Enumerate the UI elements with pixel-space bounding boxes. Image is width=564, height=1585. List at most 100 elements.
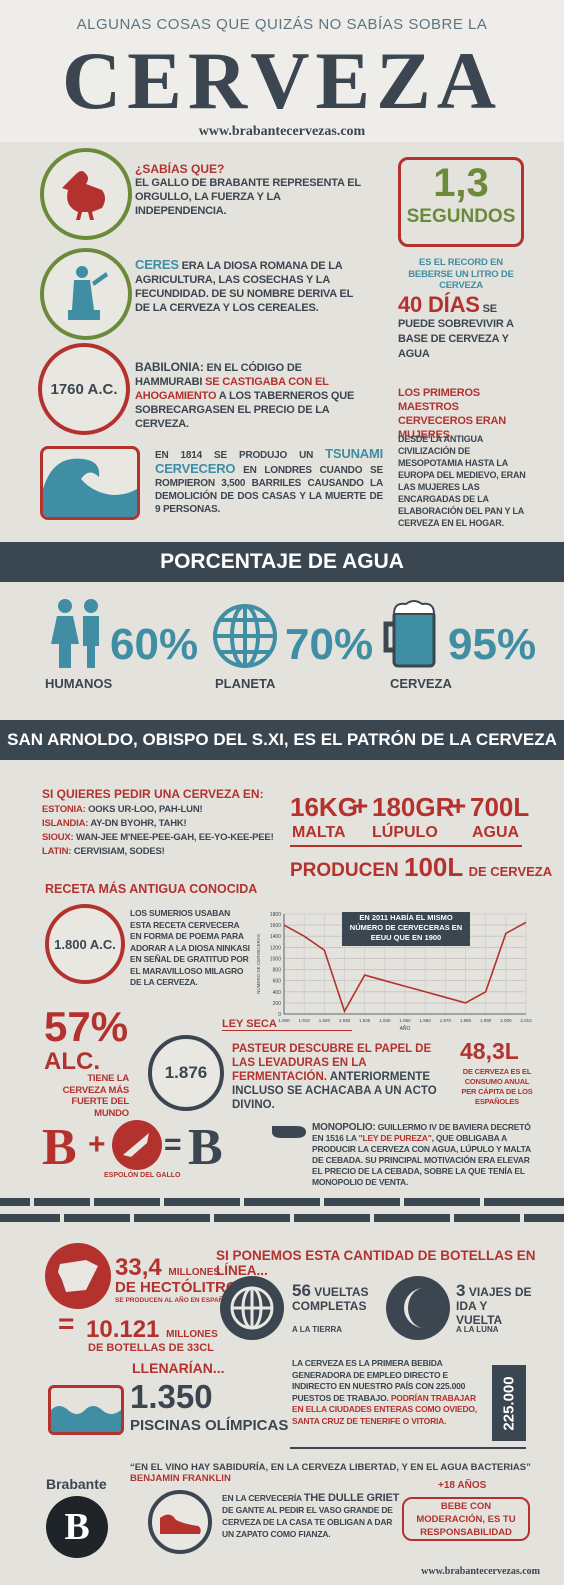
water-label: HUMANOS (45, 676, 113, 691)
x-axis-label: AÑO (400, 1025, 411, 1032)
y-tick-label: 1600 (270, 923, 281, 929)
fact-text: ERA LA DIOSA ROMANA DE LA AGRICULTURA, L… (135, 260, 353, 314)
fact-text: EN 1814 SE PRODUJO UN (155, 450, 314, 461)
moon-sub: A LA LUNA (456, 1325, 499, 1334)
monopoly-highlight: "LEY DE PUREZA" (358, 1133, 432, 1143)
logo: B (46, 1496, 108, 1558)
url: www.brabantecervezas.com (198, 124, 366, 139)
order-phrase: WAN-JEE M'NEE-PEE-GAH, EE-YO-KEE-PEE! (75, 832, 274, 843)
wave-icon (40, 446, 140, 520)
spain-equals: = (58, 1308, 75, 1339)
record-number: 1,3 (433, 161, 489, 205)
order-phrase: AY-DN BYOHR, TAHK! (90, 818, 187, 829)
brand: Brabante (46, 1476, 107, 1492)
monopoly-rest: , QUE OBLIGABA A PRODUCIR LA CERVEZA CON… (312, 1133, 531, 1187)
griet-rest: DE GANTE AL PEDIR EL VASO GRANDE DE CERV… (222, 1505, 393, 1539)
water-label: PLANETA (215, 676, 276, 691)
fact-2: CERES ERA LA DIOSA ROMANA DE LA AGRICULT… (135, 258, 370, 315)
jobs-badge: 225.000 (492, 1365, 526, 1441)
fact-text: EN EL CÓDIGO DE HAMMURABI (135, 362, 302, 388)
oldest-text: LOS SUMERIOS USABAN ESTA RECETA CERVECER… (130, 908, 250, 987)
strongest-value: 57% (44, 1003, 129, 1050)
quote-text: “EN EL VINO HAY SABIDURÍA, EN LA CERVEZA… (130, 1462, 531, 1473)
equation-plus: + (88, 1128, 106, 1161)
recipe-operator: + (352, 790, 369, 821)
logo-text: B (64, 1506, 90, 1548)
line (283, 921, 527, 1014)
order-lang: ESTONIA: (42, 804, 86, 815)
water-value: 70% (285, 620, 374, 669)
days-number: 40 DÍAS (398, 292, 480, 317)
strongest-unit: ALC. (44, 1048, 100, 1075)
spain-sub: SE PRODUCEN AL AÑO EN ESPAÑA (115, 1297, 229, 1304)
moon-icon (386, 1276, 450, 1340)
x-tick-label: 2.010 (520, 1018, 532, 1023)
badge: 1760 A.C. (38, 343, 130, 435)
moon: 3 VIAJES DE IDA Y VUELTA (456, 1282, 536, 1327)
monopoly-lead: MONOPOLIO: (312, 1122, 376, 1133)
badge: 1.800 A.C. (45, 904, 125, 984)
hand-icon (272, 1126, 306, 1138)
x-tick-label: 1.910 (299, 1018, 311, 1023)
order-phrase: CERVISIAM, SODES! (73, 846, 165, 857)
equation-caption: ESPOLÓN DEL GALLO (104, 1172, 181, 1179)
fact-highlight: CERES (135, 257, 179, 272)
pools-value: 1.350 (130, 1378, 213, 1415)
fact-rest: EN LONDRES CUANDO SE ROMPIERON 3,500 BAR… (155, 465, 383, 515)
chart: 0 200 400 600 800 1000 1200 1400 1600 1800 1.900 1.… (255, 912, 532, 1032)
x-tick-label: 1.960 (420, 1018, 432, 1023)
badge-text: 1760 A.C. (50, 380, 118, 398)
recipe-result: PRODUCEN 100L DE CERVEZA (290, 852, 552, 883)
record-box: 1,3 SEGUNDOS (398, 157, 524, 247)
fact-3: BABILONIA: EN EL CÓDIGO DE HAMMURABI SE … (135, 360, 370, 431)
title: CERVEZA (61, 35, 503, 126)
earth-sub: A LA TIERRA (292, 1325, 343, 1334)
recipe-tail: DE CERVEZA (468, 864, 553, 879)
equation-equals: = (164, 1128, 182, 1161)
y-tick-label: 1800 (270, 912, 281, 918)
recipe-name: LÚPULO (372, 824, 438, 841)
banner: SAN ARNOLDO, OBISPO DEL S.XI, ES EL PATR… (0, 720, 564, 760)
bottles-unit: MILLONES (166, 1329, 218, 1340)
pasteur-highlight: PASTEUR DESCUBRE EL PAPEL DE LAS LEVADUR… (232, 1043, 432, 1083)
shoe-icon (148, 1490, 212, 1554)
fact-highlight: TSUNAMI CERVECERO (155, 446, 383, 476)
in-line-heading: SI PONEMOS ESTA CANTIDAD DE BOTELLAS EN … (216, 1248, 536, 1278)
annotation-box (342, 912, 470, 946)
monopoly: MONOPOLIO: GUILLERMO IV DE BAVIERA DECRE… (312, 1122, 534, 1188)
fact-lead: BABILONIA: (135, 360, 204, 374)
recipe-result-value: 100L (404, 852, 464, 882)
beer-icon (383, 600, 436, 668)
order-line: LATIN: CERVISIAM, SODES! (42, 845, 292, 859)
water-value: 60% (110, 620, 199, 669)
prohibition: LEY SECA (222, 1018, 277, 1030)
equation-letter: B (188, 1119, 223, 1176)
order-phrase: OOKS UR-LOO, PAH-LUN! (88, 804, 203, 815)
pools-label: PISCINAS OLÍMPICAS (130, 1417, 289, 1434)
x-tick-label: 1.920 (319, 1018, 331, 1023)
order: SI QUIERES PEDIR UNA CERVEZA EN: ESTONIA… (42, 787, 292, 859)
badge-text: 1.876 (164, 1063, 208, 1082)
x-tick-label: 1.980 (460, 1018, 472, 1023)
order-line: ESTONIA: OOKS UR-LOO, PAH-LUN! (42, 803, 292, 817)
spain-label: DE HECTÓLITROS (115, 1279, 248, 1296)
pasteur-text: ANTERIORMENTE INCLUSO SE ACHACABA A UN A… (232, 1071, 437, 1111)
earth-value: 56 (292, 1281, 311, 1300)
warning-text: BEBE CON MODERACIÓN, ES TU RESPONSABILID… (416, 1500, 516, 1538)
bottles: 10.121 MILLONES (86, 1316, 218, 1344)
y-tick-label: 1000 (270, 956, 281, 962)
annotation: EN 2011 HABÍA EL MISMO NÚMERO DE CERVECE… (350, 913, 462, 942)
record-caption: ES EL RECORD EN BEBERSE UN LITRO DE CERV… (408, 257, 514, 291)
water-label: CERVEZA (390, 676, 452, 691)
earth: 56 VUELTAS COMPLETAS (292, 1281, 377, 1313)
y-tick-label: 800 (273, 968, 282, 974)
recipe-amount: 180GR (372, 792, 455, 822)
jobs-text: LA CERVEZA ES LA PRIMERA BEBIDA GENERADO… (292, 1358, 466, 1403)
spain: 33,4 MILLONES (115, 1254, 220, 1282)
oldest-heading: RECETA MÁS ANTIGUA CONOCIDA (45, 882, 258, 896)
order-lang: LATIN: (42, 846, 72, 857)
x-tick-label: 1.970 (440, 1018, 452, 1023)
pasteur: PASTEUR DESCUBRE EL PAPEL DE LAS LEVADUR… (232, 1042, 442, 1112)
bottles-value: 10.121 (86, 1316, 160, 1343)
